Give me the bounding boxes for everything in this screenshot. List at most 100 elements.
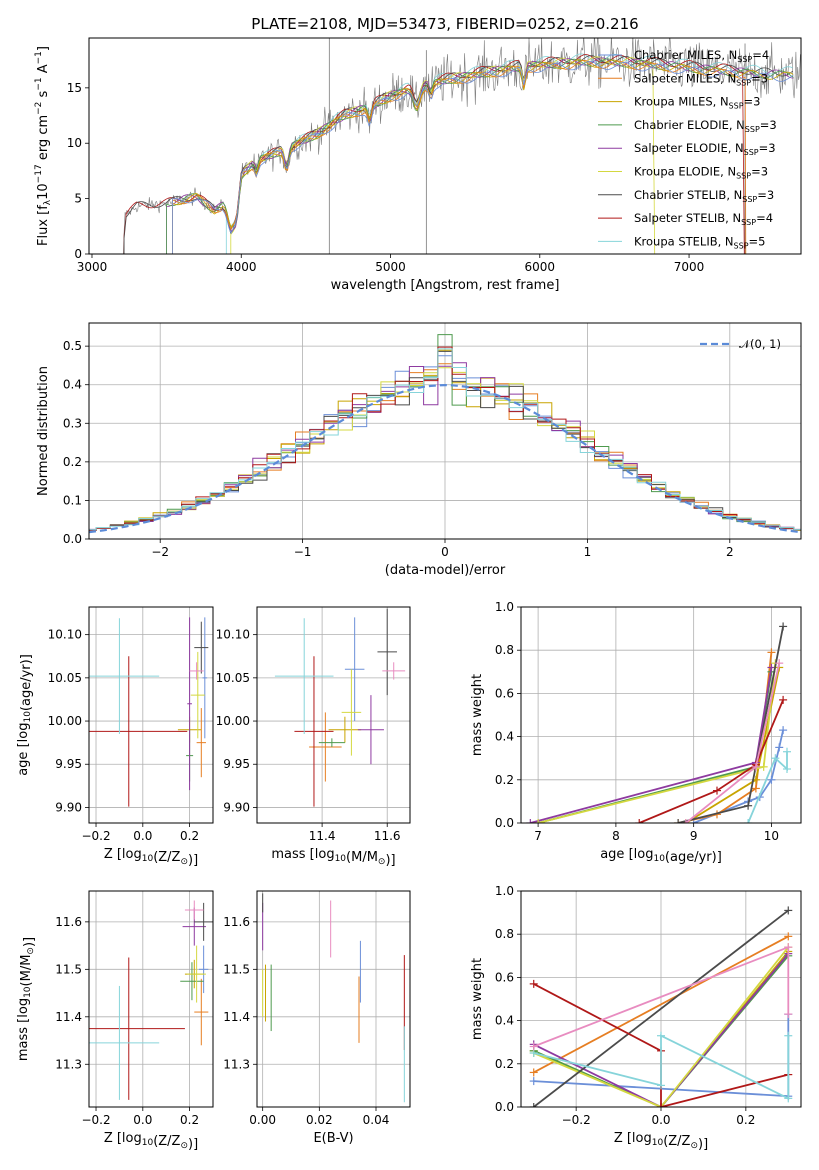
- y-axis-label-text: age [log: [16, 723, 31, 776]
- y-axis-label: mass weight: [470, 958, 485, 1040]
- x-tick-label: −2: [151, 545, 169, 559]
- error-point-7: [89, 656, 188, 807]
- x-axis-label-text: (Z/Z: [153, 1134, 180, 1149]
- y-tick-label: 10.05: [216, 671, 250, 685]
- x-axis-label: Z [log10(Z/Z⊙)]: [614, 1131, 708, 1152]
- weight-marker: [784, 943, 793, 952]
- x-axis-label-text: )]: [698, 1137, 708, 1152]
- y-axis-label-text: (age/yr)]: [19, 654, 34, 711]
- error-point-6: [194, 902, 213, 941]
- y-tick-label: 0.1: [63, 493, 82, 507]
- legend-label: Salpeter STELIB, N: [634, 211, 741, 225]
- y-tick-label: 0.2: [495, 773, 514, 787]
- x-axis-label: Z [log10(Z/Z⊙)]: [104, 847, 198, 868]
- legend-entry: Salpeter MILES, NSSP=3: [634, 71, 768, 87]
- axes-age-vs-mass: 11.4 11.6 9.90 9.95 10.00 10.05 10.10 mass [log…: [216, 606, 411, 868]
- residual-histogram-8: [89, 348, 801, 531]
- weight-marker: [681, 819, 690, 823]
- weight-marker: [783, 747, 791, 756]
- panel-mass-vs-EBV: 0.00 0.02 0.04 11.3 11.4 11.5 11.6 E(B-V): [223, 890, 411, 1146]
- x-tick-label: 0.2: [736, 1113, 755, 1127]
- weight-marker: [779, 695, 788, 704]
- error-point-0: [198, 945, 209, 994]
- x-tick-label: 10: [764, 829, 779, 843]
- y-tick-label: 11.5: [55, 962, 82, 976]
- weight-marker: [779, 726, 788, 735]
- legend-sub: SSP: [744, 148, 759, 157]
- x-axis-label-sub: ⊙: [180, 857, 188, 867]
- x-axis-label: age [log10(age/yr)]: [600, 847, 722, 865]
- weight-marker: [529, 1077, 538, 1086]
- plot-area-weight-vs-Z: [529, 906, 793, 1107]
- panel-mass-vs-Z: −0.2 0.0 0.211.311.411.511.6Z [log10(Z/Z⊙)…: [16, 890, 214, 1152]
- y-axis-label-text: mass [log: [16, 998, 31, 1061]
- y-tick-label: 0.4: [495, 730, 514, 744]
- x-axis-label-text: (Z/Z: [153, 850, 180, 865]
- x-tick-label: 0.0: [133, 829, 152, 843]
- legend-label: Salpeter ELODIE, N: [634, 141, 744, 155]
- x-axis-label: E(B-V): [313, 1131, 353, 1146]
- legend-value: =3: [751, 165, 768, 179]
- panel-age-vs-mass: 11.4 11.6 9.90 9.95 10.00 10.05 10.10 mass [log…: [216, 606, 411, 868]
- y-axis-label-text: 10: [36, 183, 51, 200]
- legend-entry: Chabrier MILES, NSSP=4: [634, 48, 769, 64]
- weight-line-7: [638, 699, 784, 823]
- y-tick-label: 0.0: [63, 532, 82, 546]
- plot-area-age-vs-Z: [89, 617, 209, 807]
- model-spectrum-1: [172, 59, 747, 254]
- legend-sub: SSP: [742, 195, 757, 204]
- model-spectrum-0: [172, 61, 794, 254]
- figure-title: PLATE=2108, MJD=53473, FIBERID=0252, z=0…: [251, 15, 638, 33]
- y-axis-label-text: erg cm: [36, 115, 51, 164]
- x-axis-label-sub: 10: [653, 854, 665, 864]
- x-tick-label: 0.02: [306, 1113, 333, 1127]
- x-tick-label: 7: [534, 829, 542, 843]
- weight-marker: [751, 784, 760, 793]
- weight-marker: [529, 1103, 538, 1107]
- legend-value: =3: [744, 95, 761, 109]
- legend-entry: 𝒩(0, 1): [739, 337, 781, 351]
- weight-marker: [783, 765, 791, 773]
- y-tick-label: 15: [67, 81, 82, 95]
- x-axis-label: Z [log10(Z/Z⊙)]: [104, 1131, 198, 1152]
- error-point-1: [309, 712, 342, 782]
- axes-frame: [256, 890, 411, 1108]
- legend-sub: SSP: [736, 172, 751, 181]
- weight-marker: [784, 932, 793, 941]
- weight-line-0: [693, 729, 784, 823]
- x-tick-label: −0.2: [81, 829, 110, 843]
- weight-marker: [657, 1103, 665, 1107]
- x-tick-label: 0.2: [180, 1113, 199, 1127]
- legend-entry: Chabrier ELODIE, NSSP=3: [634, 118, 777, 134]
- weight-marker: [744, 801, 753, 810]
- legend-entry: Kroupa ELODIE, NSSP=3: [634, 165, 768, 181]
- legend-entry: Kroupa MILES, NSSP=3: [634, 95, 760, 111]
- legend-sub: SSP: [736, 78, 751, 87]
- legend-entry: Salpeter STELIB, NSSP=4: [634, 211, 773, 227]
- weight-marker: [784, 1010, 793, 1019]
- x-tick-label: 0.0: [651, 1113, 670, 1127]
- y-axis-label: age [log10(age/yr)]: [16, 654, 34, 776]
- y-tick-label: 10.00: [216, 714, 250, 728]
- y-tick-label: 0.2: [495, 1057, 514, 1071]
- x-axis-label-sub: ⊙: [690, 1141, 698, 1151]
- error-point-1: [194, 978, 209, 1046]
- axes-frame: [88, 890, 214, 1108]
- y-axis-label-sup: −2: [34, 102, 44, 115]
- x-tick-label: 9: [690, 829, 698, 843]
- axes-spectrum: 3000 4000 5000 6000 7000 0 5 10 15 wavelength [An…: [34, 37, 802, 293]
- x-tick-label: 0: [441, 545, 449, 559]
- weight-marker: [713, 786, 721, 795]
- error-point-3: [180, 962, 204, 1001]
- y-axis-label-text: s: [36, 90, 51, 101]
- error-point-8: [89, 618, 160, 735]
- x-tick-label: 6000: [525, 260, 556, 274]
- y-tick-label: 11.5: [223, 962, 250, 976]
- weight-marker: [751, 762, 760, 771]
- weight-marker: [784, 1094, 793, 1103]
- plot-area-age-vs-mass: [274, 608, 406, 807]
- x-tick-label: 0.2: [180, 829, 199, 843]
- error-point-6: [377, 608, 397, 696]
- x-tick-label: 0.04: [363, 1113, 390, 1127]
